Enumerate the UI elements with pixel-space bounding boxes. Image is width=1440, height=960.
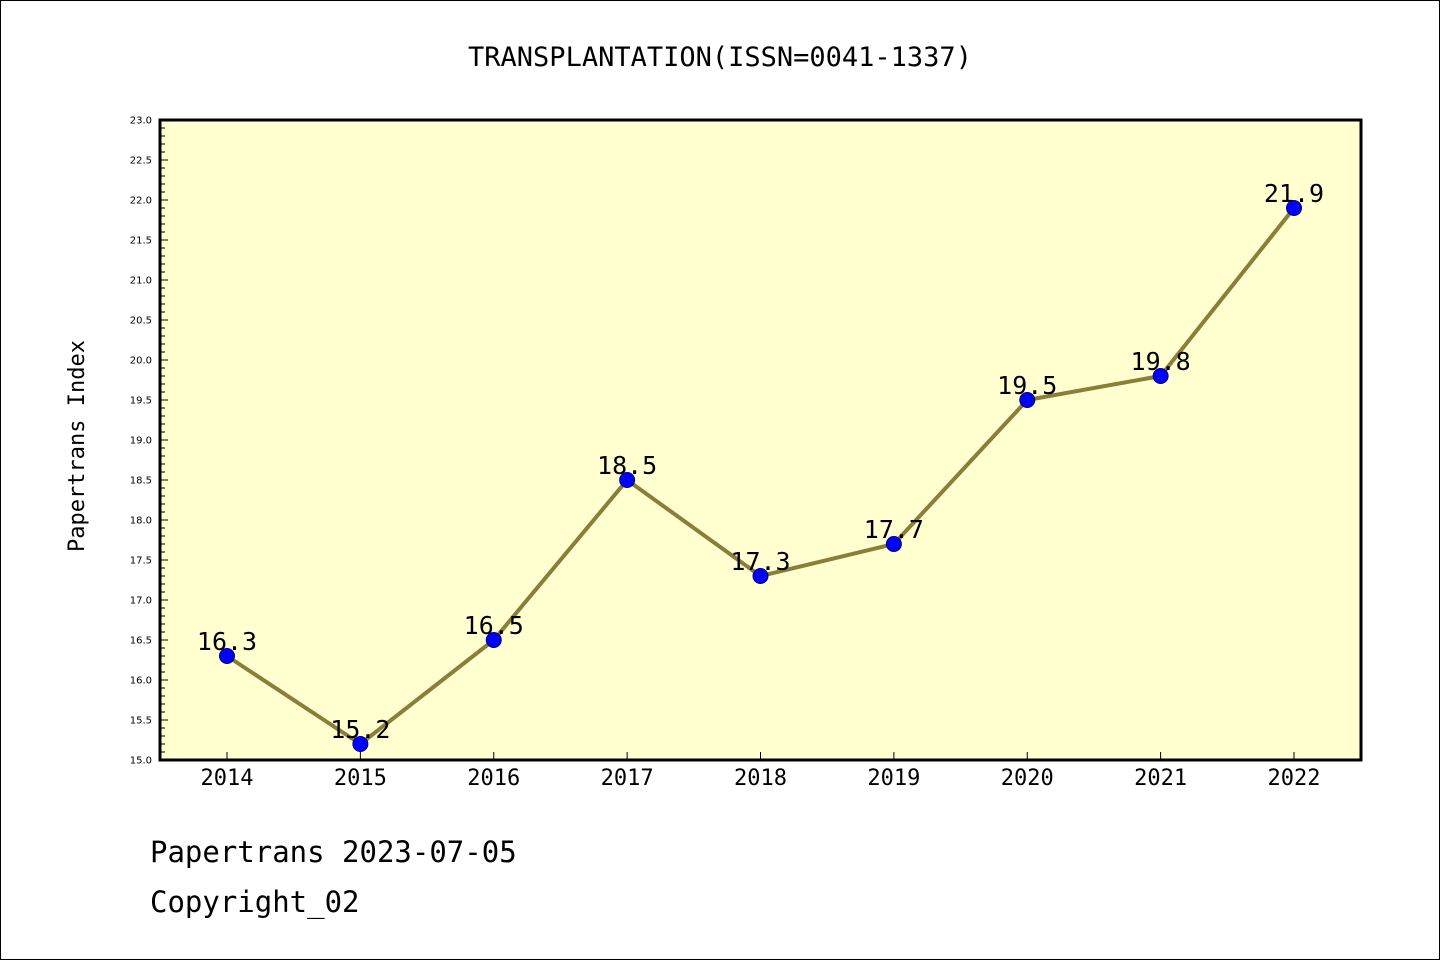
data-label: 17.3 bbox=[730, 547, 790, 576]
x-tick-label: 2018 bbox=[734, 766, 787, 791]
y-tick-label: 16.5 bbox=[130, 636, 152, 647]
x-tick-label: 2021 bbox=[1134, 766, 1187, 791]
footer-copyright: Copyright_02 bbox=[150, 885, 360, 919]
x-axis-ticks: 2014 2015 2016 2017 2018 2019 2020 2021 2022 bbox=[201, 752, 1321, 791]
y-tick-label: 19.0 bbox=[130, 436, 152, 447]
y-tick-label: 22.0 bbox=[130, 196, 152, 207]
data-label: 19.8 bbox=[1131, 347, 1191, 376]
data-point bbox=[219, 648, 235, 664]
y-tick-label: 23.0 bbox=[130, 116, 152, 127]
y-axis-label: Papertrans Index bbox=[65, 340, 90, 552]
y-tick-label: 16.0 bbox=[130, 676, 152, 687]
y-tick-label: 15.5 bbox=[130, 716, 152, 727]
data-label: 16.3 bbox=[197, 627, 257, 656]
x-tick-label: 2022 bbox=[1268, 766, 1321, 791]
footer-date: Papertrans 2023-07-05 bbox=[150, 835, 517, 869]
data-point bbox=[752, 568, 769, 584]
data-label: 17.7 bbox=[864, 515, 924, 544]
x-tick-label: 2020 bbox=[1001, 766, 1054, 791]
y-tick-label: 20.0 bbox=[130, 356, 152, 367]
data-points bbox=[219, 200, 1302, 752]
y-tick-label: 15.0 bbox=[130, 756, 152, 767]
x-tick-label: 2019 bbox=[867, 766, 920, 791]
chart-title: TRANSPLANTATION(ISSN=0041-1337) bbox=[468, 42, 972, 73]
x-tick-label: 2015 bbox=[334, 766, 387, 791]
data-label: 15.2 bbox=[330, 715, 390, 744]
y-tick-label: 18.5 bbox=[130, 476, 152, 487]
data-point bbox=[1019, 392, 1036, 408]
y-axis-ticks: 15.0 15.5 16.0 16.5 17.0 17.5 18.0 18.5 19.0 19.5… bbox=[130, 116, 152, 767]
data-label: 18.5 bbox=[597, 451, 657, 480]
data-point bbox=[1286, 200, 1302, 216]
data-point bbox=[885, 536, 902, 552]
y-tick-label: 17.5 bbox=[130, 556, 152, 567]
data-label: 21.9 bbox=[1264, 179, 1324, 208]
y-tick-label: 18.0 bbox=[130, 516, 152, 527]
x-tick-label: 2017 bbox=[601, 766, 654, 791]
data-point bbox=[619, 472, 636, 488]
data-point bbox=[352, 736, 369, 752]
data-point bbox=[485, 632, 502, 648]
plot-area bbox=[160, 120, 1361, 760]
y-tick-label: 21.5 bbox=[130, 236, 152, 247]
data-point bbox=[1152, 368, 1169, 384]
y-tick-label: 17.0 bbox=[130, 596, 152, 607]
y-tick-label: 19.5 bbox=[130, 396, 152, 407]
x-tick-label: 2016 bbox=[467, 766, 520, 791]
y-tick-label: 20.5 bbox=[130, 316, 152, 327]
data-label: 16.5 bbox=[464, 611, 524, 640]
x-tick-label: 2014 bbox=[201, 766, 254, 791]
y-tick-label: 22.5 bbox=[130, 156, 152, 167]
data-label: 19.5 bbox=[997, 371, 1057, 400]
y-tick-label: 21.0 bbox=[130, 276, 152, 287]
plot-border bbox=[158, 118, 1363, 762]
data-labels: 16.3 15.2 16.5 18.5 17.3 17.7 19.5 19.8 21.9 bbox=[197, 179, 1324, 744]
